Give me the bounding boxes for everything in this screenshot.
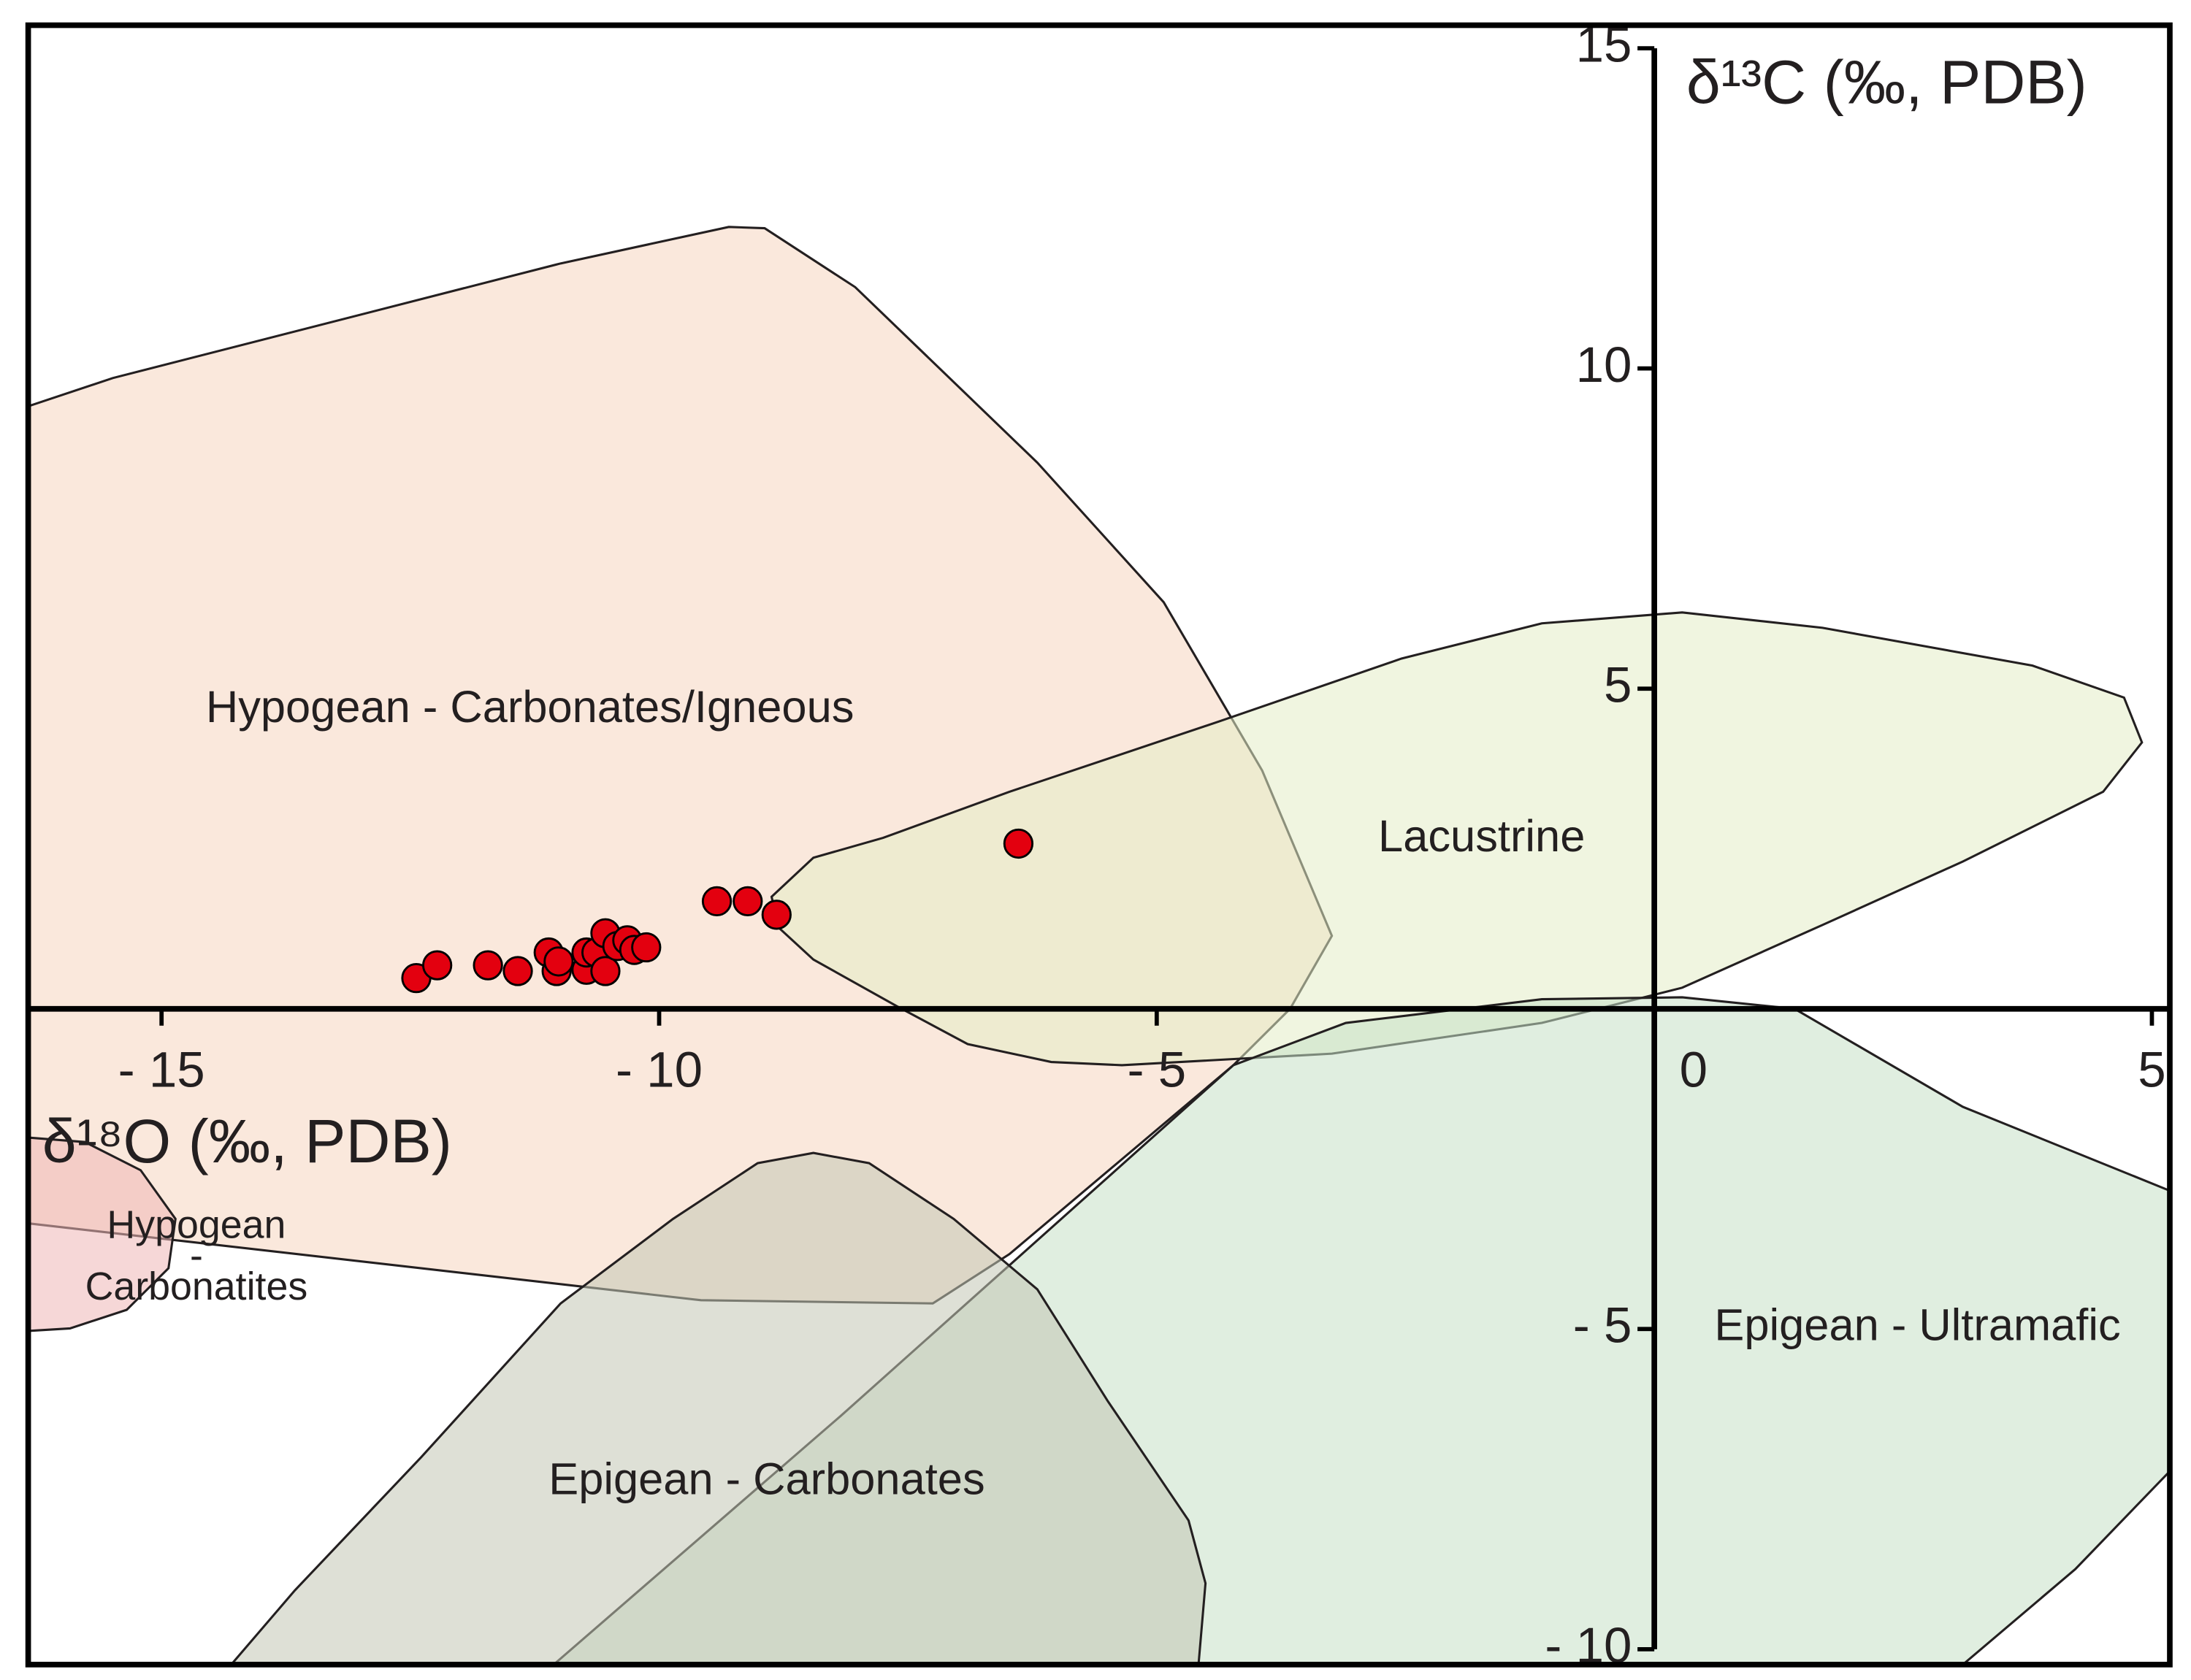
frame xyxy=(25,22,2173,1668)
y-tick-label: 10 xyxy=(1576,336,1632,393)
y-tick-label: 5 xyxy=(1604,656,1632,713)
x-tick-label: - 10 xyxy=(616,1040,703,1097)
x-tick-label: 0 xyxy=(1680,1040,1708,1097)
region-label: Lacustrine xyxy=(1378,811,1585,862)
y-tick-label: - 5 xyxy=(1573,1297,1632,1354)
x-axis-label: δ¹⁸O (‰, PDB) xyxy=(42,1107,452,1175)
point xyxy=(590,956,621,986)
point xyxy=(733,886,763,917)
x-tick-label: 5 xyxy=(2138,1040,2165,1097)
regions xyxy=(28,226,2170,1665)
region-label: Hypogean xyxy=(107,1203,286,1246)
labels: Hypogean - Carbonates/Igneous Lacustrine E… xyxy=(85,682,2121,1504)
point xyxy=(631,932,662,963)
points xyxy=(401,828,1034,994)
point xyxy=(502,956,533,986)
region-label: Hypogean - Carbonates/Igneous xyxy=(206,682,854,732)
region xyxy=(770,611,2144,1067)
region-label: Epigean - Ultramafic xyxy=(1714,1300,2120,1351)
point xyxy=(422,950,453,981)
point xyxy=(1003,828,1034,859)
point xyxy=(543,946,574,977)
point xyxy=(761,900,792,930)
region-label: Epigean - Carbonates xyxy=(548,1454,984,1505)
x-tick-label: - 15 xyxy=(118,1040,205,1097)
y-axis-label: δ¹³C (‰, PDB) xyxy=(1686,47,2087,116)
point xyxy=(473,950,503,981)
region xyxy=(229,1151,1207,1665)
region-label: Carbonatites xyxy=(85,1265,308,1308)
x-tick-label: - 5 xyxy=(1128,1040,1187,1097)
region-label: - xyxy=(190,1234,203,1278)
region xyxy=(28,1136,177,1332)
point xyxy=(701,886,733,917)
